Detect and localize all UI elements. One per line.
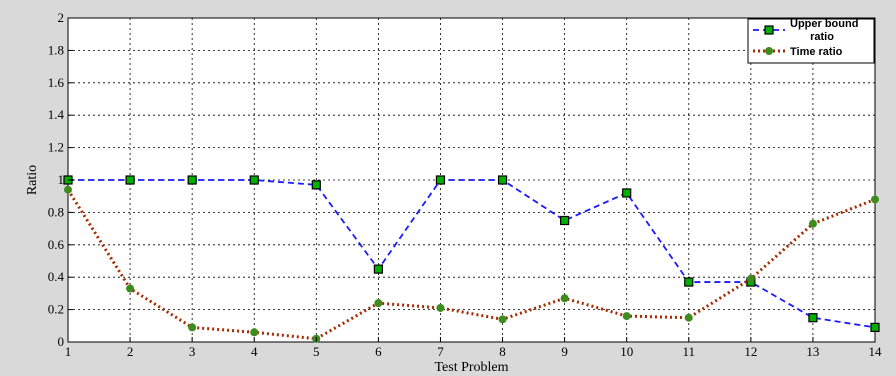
data-point — [435, 175, 446, 185]
x-tick-label: 11 — [683, 344, 696, 359]
x-tick-label: 8 — [499, 344, 506, 359]
y-axis-label: Ratio — [25, 165, 40, 195]
data-point — [497, 175, 508, 185]
grid — [68, 18, 875, 342]
legend-label-continued: ratio — [810, 31, 834, 43]
data-point — [684, 313, 693, 322]
x-tick-label: 7 — [437, 344, 444, 359]
x-axis-ticks: 1 2 3 4 5 6 7 8 9 10 11 12 13 14 — [65, 337, 882, 359]
x-tick-label: 12 — [744, 344, 757, 359]
data-point — [188, 323, 197, 332]
series-group — [63, 175, 880, 343]
y-tick-label: 0.4 — [48, 269, 65, 284]
data-point — [808, 219, 817, 228]
series-line — [68, 179, 876, 329]
x-tick-label: 14 — [869, 344, 883, 359]
series-upper-bound-ratio — [63, 175, 880, 333]
data-point — [250, 328, 259, 337]
y-tick-label: 0.8 — [48, 204, 64, 219]
data-point — [622, 312, 631, 321]
data-point — [64, 185, 72, 194]
y-tick-label: 0.2 — [48, 302, 64, 317]
x-tick-label: 13 — [806, 344, 819, 359]
x-tick-label: 10 — [620, 344, 633, 359]
data-point — [560, 294, 569, 303]
x-tick-label: 4 — [251, 344, 258, 359]
data-point — [746, 274, 755, 283]
y-tick-label: 1 — [58, 172, 65, 187]
y-tick-label: 0.6 — [48, 237, 65, 252]
x-axis-label: Test Problem — [434, 360, 508, 375]
legend-marker — [764, 25, 774, 35]
data-point — [560, 215, 570, 226]
data-point — [808, 313, 818, 323]
data-point — [622, 188, 632, 198]
data-point — [249, 175, 259, 185]
legend-label: Upper bound — [790, 18, 858, 30]
legend-item: Time ratio — [753, 46, 843, 58]
x-tick-label: 9 — [561, 344, 568, 359]
y-tick-label: 1.8 — [48, 42, 64, 57]
x-tick-label: 6 — [375, 344, 382, 359]
data-point — [684, 277, 694, 287]
x-tick-label: 3 — [189, 344, 196, 359]
data-point — [374, 299, 383, 308]
data-point — [126, 284, 135, 293]
data-point — [187, 175, 197, 185]
x-tick-label: 1 — [65, 344, 72, 359]
y-tick-label: 1.6 — [48, 75, 65, 90]
data-point — [311, 180, 321, 190]
y-tick-label: 1.2 — [48, 140, 64, 155]
y-tick-label: 2 — [58, 10, 65, 25]
data-point — [498, 315, 507, 324]
y-axis-ticks: 0 0.2 0.4 0.6 0.8 1 1.2 1.4 1.6 1.8 2 — [48, 10, 73, 349]
data-point — [870, 322, 880, 333]
legend-label: Time ratio — [790, 46, 843, 58]
data-point — [373, 264, 383, 274]
y-tick-label: 1.4 — [48, 107, 65, 122]
data-point — [871, 195, 879, 204]
x-tick-label: 5 — [313, 344, 320, 359]
series-line — [66, 188, 876, 341]
x-tick-label: 2 — [127, 344, 134, 359]
data-point — [125, 175, 135, 185]
data-point — [436, 303, 445, 312]
y-tick-label: 0 — [58, 334, 65, 349]
legend-marker — [765, 47, 773, 55]
